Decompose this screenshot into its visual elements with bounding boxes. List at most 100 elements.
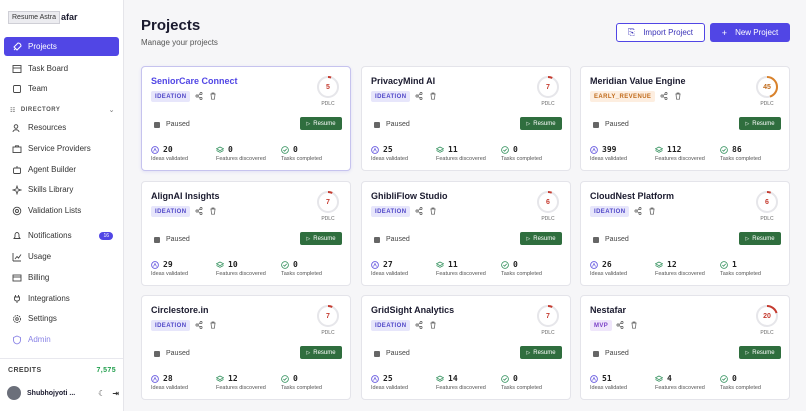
resume-button[interactable]: ▷ Resume [300, 346, 342, 359]
plus-icon: + [721, 27, 728, 38]
pdlc-label: PDLC [321, 330, 335, 336]
new-project-button[interactable]: + New Project [710, 23, 790, 42]
project-title[interactable]: Meridian Value Engine [590, 76, 686, 86]
sidebar-item-projects[interactable]: Projects [4, 37, 119, 56]
trash-icon[interactable] [429, 207, 437, 217]
project-title[interactable]: Nestafar [590, 305, 627, 315]
resume-button[interactable]: ▷ Resume [520, 346, 562, 359]
ideas-label: Ideas validated [371, 271, 408, 277]
trash-icon[interactable] [674, 92, 682, 102]
project-card[interactable]: Meridian Value Engine EARLY_REVENUE 45 P… [580, 66, 790, 171]
project-card[interactable]: GridSight Analytics IDEATION 7 PDLC Paus… [361, 295, 571, 400]
sidebar-item-validation-lists[interactable]: Validation Lists [4, 201, 119, 220]
share-icon[interactable] [195, 92, 203, 102]
sidebar-item-skills-library[interactable]: Skills Library [4, 180, 119, 199]
resume-button[interactable]: ▷ Resume [520, 232, 562, 245]
status-text: Paused [166, 350, 190, 357]
brand[interactable]: Resume Astra afar [8, 8, 77, 26]
sidebar-item-settings[interactable]: Settings [4, 309, 119, 328]
resume-button[interactable]: ▷ Resume [739, 346, 781, 359]
sidebar-item-task-board[interactable]: Task Board [4, 59, 119, 78]
status-text: Paused [386, 350, 410, 357]
pdlc-progress-ring [537, 76, 559, 98]
features-count: 12 [667, 260, 677, 269]
resume-button[interactable]: ▷ Resume [739, 117, 781, 130]
trash-icon[interactable] [648, 207, 656, 217]
sidebar-item-team[interactable]: Team [4, 79, 119, 98]
share-icon[interactable] [195, 321, 203, 331]
tasks-stat: 0 Tasks completed [281, 260, 322, 277]
project-title[interactable]: SeniorCare Connect [151, 76, 238, 86]
check-circle-icon [501, 374, 509, 383]
trash-icon[interactable] [209, 321, 217, 331]
project-title[interactable]: GhibliFlow Studio [371, 191, 448, 201]
stage-badge: IDEATION [151, 206, 191, 217]
ideas-icon [590, 374, 598, 383]
credits-label: CREDITS [8, 367, 42, 374]
sidebar-item-usage[interactable]: Usage [4, 247, 119, 266]
features-label: Features discovered [655, 271, 705, 277]
project-title[interactable]: AlignAI Insights [151, 191, 220, 201]
resume-button[interactable]: ▷ Resume [300, 117, 342, 130]
project-card[interactable]: CloudNest Platform IDEATION 6 PDLC Pause… [580, 181, 790, 286]
logout-icon[interactable]: ⇥ [112, 388, 119, 398]
play-icon: ▷ [745, 235, 750, 242]
check-circle-icon [720, 145, 728, 154]
resume-button[interactable]: ▷ Resume [520, 117, 562, 130]
pdlc-score: 45 [763, 83, 771, 91]
resume-label: Resume [533, 235, 556, 242]
team-icon [12, 84, 22, 94]
stage-badge: MVP [590, 320, 613, 331]
pause-icon [593, 121, 599, 128]
sidebar-item-agent-builder[interactable]: Agent Builder [4, 160, 119, 179]
project-card[interactable]: Circlestore.in IDEATION 7 PDLC Paused ▷ … [141, 295, 351, 400]
project-card[interactable]: SeniorCare Connect IDEATION 5 PDLC Pause… [141, 66, 351, 171]
project-card[interactable]: AlignAI Insights IDEATION 7 PDLC Paused … [141, 181, 351, 286]
sidebar-item-label: Settings [28, 314, 57, 323]
sidebar-item-resources[interactable]: Resources [4, 118, 119, 137]
sidebar-item-notifications[interactable]: Notifications 16 [4, 226, 119, 245]
directory-section-header[interactable]: ☷ DIRECTORY ⌄ [10, 106, 115, 114]
share-icon[interactable] [415, 321, 423, 331]
trash-icon[interactable] [209, 207, 217, 217]
project-card[interactable]: GhibliFlow Studio IDEATION 6 PDLC Paused… [361, 181, 571, 286]
project-title[interactable]: GridSight Analytics [371, 305, 455, 315]
project-title[interactable]: Circlestore.in [151, 305, 209, 315]
stage-badge: IDEATION [371, 91, 411, 102]
project-title[interactable]: CloudNest Platform [590, 191, 675, 201]
share-icon[interactable] [616, 321, 624, 331]
tasks-count: 1 [732, 260, 737, 269]
user-name: Shubhojyoti ... [27, 389, 76, 397]
resume-button[interactable]: ▷ Resume [300, 232, 342, 245]
sidebar-item-admin[interactable]: Admin [4, 330, 119, 349]
share-icon[interactable] [415, 207, 423, 217]
project-title[interactable]: PrivacyMind AI [371, 76, 436, 86]
import-project-button[interactable]: ⎘ Import Project [616, 23, 705, 42]
trash-icon[interactable] [630, 321, 638, 331]
play-icon: ▷ [306, 349, 311, 356]
share-icon[interactable] [660, 92, 668, 102]
sidebar-item-billing[interactable]: Billing [4, 268, 119, 287]
ideas-label: Ideas validated [371, 156, 408, 162]
status-indicator: Paused [374, 350, 410, 357]
resume-button[interactable]: ▷ Resume [739, 232, 781, 245]
trash-icon[interactable] [429, 92, 437, 102]
sidebar-item-label: Validation Lists [28, 206, 82, 215]
gear-icon [12, 314, 22, 324]
theme-toggle-icon[interactable]: ☾ [98, 388, 106, 398]
ideas-count: 399 [602, 145, 617, 154]
features-stat: 14 Features discovered [436, 374, 486, 391]
share-icon[interactable] [634, 207, 642, 217]
sidebar-item-service-providers[interactable]: Service Providers [4, 139, 119, 158]
project-card[interactable]: Nestafar MVP 20 PDLC Paused ▷ Resume 51 [580, 295, 790, 400]
tasks-stat: 1 Tasks completed [720, 260, 761, 277]
trash-icon[interactable] [429, 321, 437, 331]
project-card[interactable]: PrivacyMind AI IDEATION 7 PDLC Paused ▷ … [361, 66, 571, 171]
share-icon[interactable] [415, 92, 423, 102]
share-icon[interactable] [195, 207, 203, 217]
sidebar-item-integrations[interactable]: Integrations [4, 289, 119, 308]
user-profile[interactable]: Shubhojyoti ... ☾ ⇥ [7, 384, 119, 402]
ideas-count: 29 [163, 260, 173, 269]
check-circle-icon [720, 374, 728, 383]
trash-icon[interactable] [209, 92, 217, 102]
